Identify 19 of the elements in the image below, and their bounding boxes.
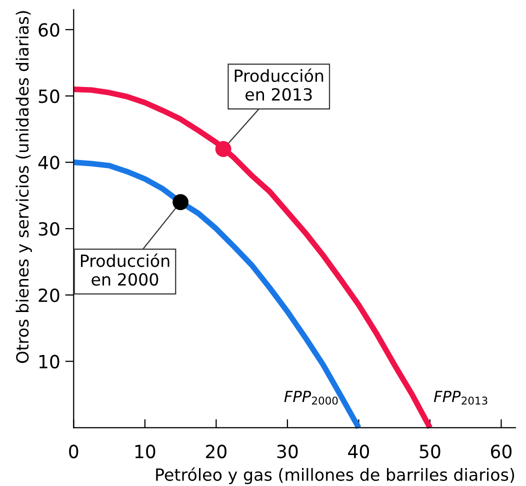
y-tick-label: 40: [38, 156, 60, 170]
series-label: FPP$_{2013}$: [434, 390, 488, 405]
x-tick-label: 40: [348, 444, 369, 458]
x-tick-label: 20: [206, 444, 226, 458]
annotation: Producción en 2013: [234, 68, 324, 101]
x-tick-label: 60: [491, 444, 512, 458]
x-tick-label: 30: [277, 444, 298, 458]
x-tick-label: 10: [135, 444, 156, 458]
x-tick-label: 0: [69, 444, 78, 458]
annotation: Producción en 2000: [80, 253, 170, 286]
y-tick-label: 50: [38, 89, 60, 104]
y-axis-title: Otros bienes y servicios (unidades diarias): [16, 11, 32, 363]
y-tick-label: 30: [38, 222, 60, 236]
series-label: FPP$_{2000}$: [284, 390, 338, 405]
y-tick-label: 60: [38, 23, 60, 37]
y-tick-label: 20: [38, 288, 60, 302]
y-tick-label: 10: [39, 354, 60, 368]
x-tick-label: 50: [420, 444, 440, 458]
x-axis-title: Petróleo y gas (millones de barriles diarios): [156, 467, 514, 484]
